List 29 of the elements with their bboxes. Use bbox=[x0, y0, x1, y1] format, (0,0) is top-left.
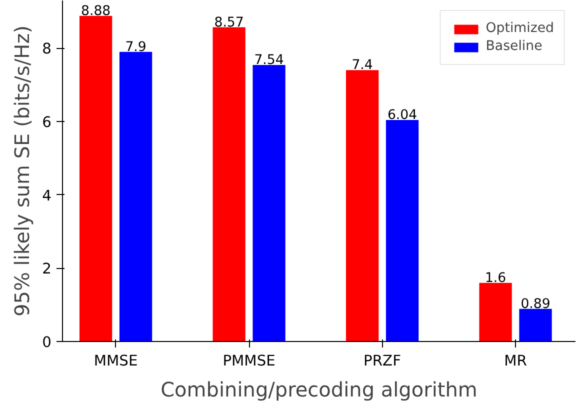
y-tick-label: 0 bbox=[42, 334, 52, 351]
data-label: 8.88 bbox=[80, 4, 111, 19]
bar bbox=[519, 308, 552, 342]
y-tick-label: 8 bbox=[42, 40, 52, 58]
y-axis-title: 95% likely sum SE (bits/s/Hz) bbox=[10, 25, 34, 317]
x-tick-label: PMMSE bbox=[222, 352, 276, 370]
y-tick-label: 6 bbox=[42, 114, 52, 131]
data-label: 7.4 bbox=[352, 58, 373, 74]
bar bbox=[479, 282, 512, 342]
data-label: 6.04 bbox=[387, 108, 418, 124]
data-label: 7.9 bbox=[125, 40, 146, 55]
y-tick-label: 4 bbox=[42, 187, 52, 204]
x-tick-label: MMSE bbox=[94, 352, 138, 370]
legend-label: Baseline bbox=[486, 39, 542, 54]
bar bbox=[252, 65, 286, 342]
data-label: 0.89 bbox=[520, 296, 550, 312]
bar bbox=[212, 27, 246, 342]
data-label: 8.57 bbox=[214, 15, 244, 30]
data-label: 7.54 bbox=[254, 53, 284, 68]
x-tick-label: PRZF bbox=[364, 352, 402, 370]
bar bbox=[386, 120, 419, 342]
data-label: 1.6 bbox=[484, 270, 506, 286]
y-tick-label: 2 bbox=[42, 260, 52, 278]
bar bbox=[346, 70, 379, 342]
x-tick-label: MR bbox=[504, 352, 527, 370]
x-axis-title: Combining/precoding algorithm bbox=[160, 378, 478, 402]
legend-label: Optimized bbox=[486, 21, 554, 36]
bar bbox=[119, 52, 152, 342]
bar bbox=[79, 16, 112, 342]
